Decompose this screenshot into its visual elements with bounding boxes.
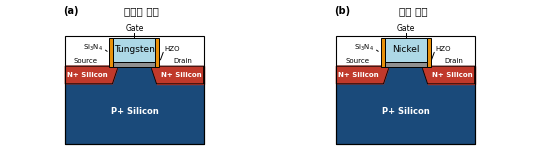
Bar (384, 62, 427, 67)
Bar (110, 38, 113, 67)
Bar (427, 38, 430, 67)
Text: Nickel: Nickel (392, 45, 419, 54)
Bar (65, 36, 204, 144)
Text: P+ Silicon: P+ Silicon (111, 107, 158, 116)
Text: N+ Silicon: N+ Silicon (67, 72, 108, 78)
Ellipse shape (389, 49, 422, 84)
Text: Source: Source (74, 58, 98, 64)
Text: (b): (b) (334, 6, 350, 16)
Bar (113, 62, 156, 67)
Text: Drain: Drain (444, 58, 463, 64)
Text: Si$_3$N$_4$: Si$_3$N$_4$ (354, 43, 374, 53)
Polygon shape (336, 66, 389, 84)
Text: Si$_3$N$_4$: Si$_3$N$_4$ (83, 43, 103, 53)
Bar (336, 66, 475, 144)
Ellipse shape (118, 49, 151, 84)
Text: 로직 소자: 로직 소자 (399, 6, 427, 16)
Bar (336, 36, 475, 144)
Text: N+ Silicon: N+ Silicon (338, 72, 379, 78)
Bar (156, 38, 159, 67)
Text: Source: Source (345, 58, 369, 64)
Text: Gate: Gate (125, 24, 144, 33)
Text: HZO: HZO (165, 46, 180, 52)
Bar (113, 38, 156, 62)
Bar (384, 38, 427, 62)
Text: Drain: Drain (173, 58, 192, 64)
Polygon shape (422, 66, 475, 84)
Polygon shape (65, 66, 118, 84)
Bar (65, 66, 204, 144)
Text: N+ Silicon: N+ Silicon (161, 72, 202, 78)
Text: P+ Silicon: P+ Silicon (382, 107, 429, 116)
Text: Tungsten: Tungsten (114, 45, 155, 54)
Bar (381, 38, 384, 67)
Text: Gate: Gate (396, 24, 415, 33)
Text: 메모리 소자: 메모리 소자 (124, 6, 159, 16)
Text: (a): (a) (63, 6, 79, 16)
Text: HZO: HZO (436, 46, 451, 52)
Text: N+ Silicon: N+ Silicon (432, 72, 473, 78)
Polygon shape (151, 66, 204, 84)
